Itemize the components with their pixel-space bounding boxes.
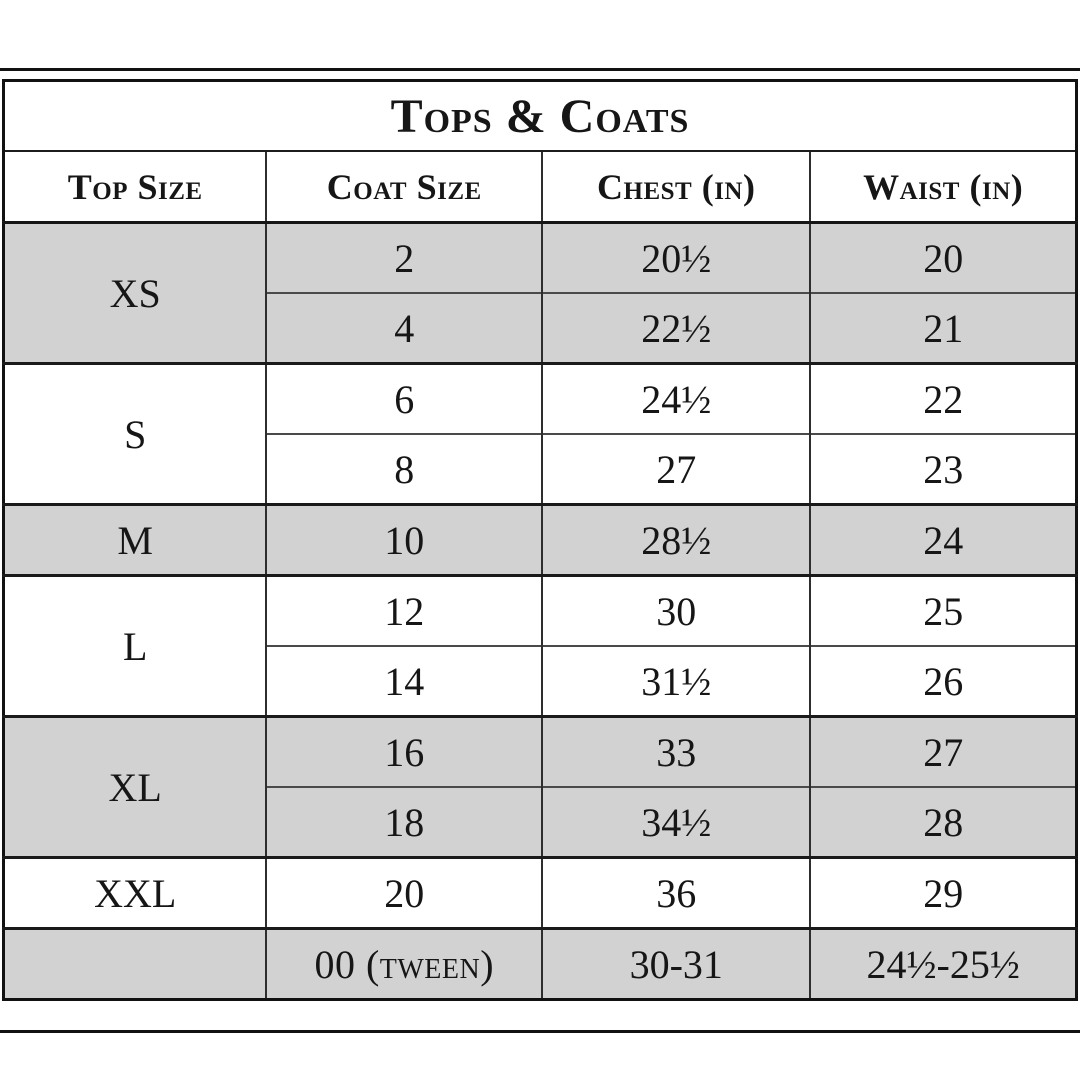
- coat-size-cell: 20: [265, 856, 543, 929]
- top-size-cell: [3, 927, 267, 1000]
- waist-cell: 26: [809, 645, 1077, 717]
- chest-cell: 33: [541, 715, 811, 787]
- coat-size-cell: 4: [265, 292, 543, 364]
- row-xl-2: 18 34½ 28: [4, 786, 1077, 858]
- bottom-double-rule: [0, 1030, 1080, 1033]
- row-xs-1: XS 2 20½ 20: [3, 222, 1077, 364]
- row-xl-1: XL 16 33 27: [3, 715, 1077, 858]
- waist-cell: 24: [809, 503, 1077, 576]
- top-size-cell: XS: [3, 222, 267, 364]
- coat-size-cell: 10: [265, 503, 543, 576]
- row-s-1: S 6 24½ 22: [3, 362, 1077, 505]
- chest-cell: 27: [541, 433, 811, 505]
- chest-cell: 30-31: [541, 927, 811, 1000]
- chest-cell: 36: [541, 856, 811, 929]
- chest-cell: 28½: [541, 503, 811, 576]
- size-chart-table: Tops & Coats Top Size Coat Size Chest (i…: [2, 79, 1078, 1001]
- row-l-2: 14 31½ 26: [4, 645, 1077, 717]
- top-size-cell: M: [3, 503, 267, 576]
- row-s-2: 8 27 23: [4, 433, 1077, 505]
- row-xxl: XXL 20 36 29: [3, 856, 1077, 929]
- waist-cell: 28: [809, 786, 1077, 858]
- chest-cell: 22½: [541, 292, 811, 364]
- waist-cell: 24½-25½: [809, 927, 1077, 1000]
- waist-cell: 27: [809, 715, 1077, 787]
- chest-cell: 20½: [541, 222, 811, 293]
- top-double-rule: [0, 68, 1080, 71]
- waist-cell: 20: [809, 222, 1077, 293]
- coat-size-cell: 12: [265, 574, 543, 646]
- column-header-row: Top Size Coat Size Chest (in) Waist (in): [3, 151, 1077, 224]
- coat-size-cell: 8: [265, 433, 543, 505]
- top-size-cell: XXL: [3, 856, 267, 929]
- col-header-top-size: Top Size: [3, 151, 267, 224]
- row-xs-2: 4 22½ 21: [4, 292, 1077, 364]
- top-size-cell: XL: [3, 715, 267, 858]
- top-size-cell: S: [3, 362, 267, 505]
- coat-size-cell: 14: [265, 645, 543, 717]
- coat-size-cell: 2: [265, 222, 543, 293]
- col-header-waist: Waist (in): [809, 151, 1077, 224]
- waist-cell: 21: [809, 292, 1077, 364]
- row-m: M 10 28½ 24: [3, 503, 1077, 576]
- col-header-chest: Chest (in): [541, 151, 811, 224]
- waist-cell: 29: [809, 856, 1077, 929]
- chest-cell: 30: [541, 574, 811, 646]
- chest-cell: 34½: [541, 786, 811, 858]
- coat-size-cell: 6: [265, 362, 543, 434]
- top-size-cell: L: [3, 574, 267, 717]
- chest-cell: 24½: [541, 362, 811, 434]
- waist-cell: 25: [809, 574, 1077, 646]
- row-l-1: L 12 30 25: [3, 574, 1077, 717]
- table-title: Tops & Coats: [3, 80, 1077, 152]
- waist-cell: 22: [809, 362, 1077, 434]
- coat-size-cell: 00 (tween): [265, 927, 543, 1000]
- chest-cell: 31½: [541, 645, 811, 717]
- col-header-coat-size: Coat Size: [265, 151, 543, 224]
- coat-size-cell: 18: [265, 786, 543, 858]
- row-tween: 00 (tween) 30-31 24½-25½: [3, 927, 1077, 1000]
- waist-cell: 23: [809, 433, 1077, 505]
- title-row: Tops & Coats: [3, 80, 1077, 152]
- coat-size-cell: 16: [265, 715, 543, 787]
